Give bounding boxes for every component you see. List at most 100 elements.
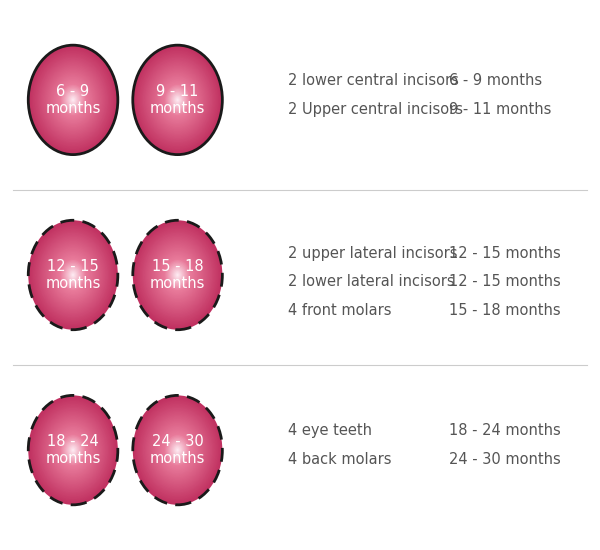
- Ellipse shape: [148, 238, 208, 312]
- Ellipse shape: [133, 221, 223, 329]
- Ellipse shape: [149, 416, 206, 485]
- Ellipse shape: [63, 438, 83, 463]
- Ellipse shape: [164, 434, 191, 466]
- Ellipse shape: [41, 410, 106, 490]
- Ellipse shape: [61, 260, 85, 290]
- Ellipse shape: [161, 79, 194, 120]
- Ellipse shape: [164, 84, 191, 116]
- Ellipse shape: [154, 421, 201, 479]
- Ellipse shape: [153, 420, 202, 480]
- Ellipse shape: [164, 258, 191, 292]
- Ellipse shape: [162, 431, 193, 469]
- Ellipse shape: [63, 263, 83, 287]
- Ellipse shape: [61, 85, 85, 115]
- Ellipse shape: [31, 223, 116, 327]
- Ellipse shape: [176, 274, 179, 276]
- Ellipse shape: [50, 423, 95, 477]
- Ellipse shape: [175, 97, 180, 103]
- Ellipse shape: [154, 71, 201, 129]
- Ellipse shape: [175, 272, 180, 278]
- Ellipse shape: [67, 92, 80, 108]
- Ellipse shape: [142, 56, 214, 144]
- Ellipse shape: [29, 47, 117, 153]
- Ellipse shape: [139, 404, 215, 497]
- Ellipse shape: [146, 62, 209, 138]
- Ellipse shape: [149, 241, 206, 309]
- Ellipse shape: [157, 250, 198, 300]
- Ellipse shape: [137, 226, 218, 324]
- Ellipse shape: [29, 397, 117, 503]
- Ellipse shape: [158, 427, 197, 474]
- Ellipse shape: [38, 58, 108, 142]
- Text: 2 lower lateral incisors: 2 lower lateral incisors: [288, 274, 455, 289]
- Ellipse shape: [62, 437, 84, 464]
- Ellipse shape: [65, 441, 81, 460]
- Ellipse shape: [163, 257, 192, 293]
- Text: 15 - 18 months: 15 - 18 months: [449, 302, 561, 317]
- Ellipse shape: [50, 421, 97, 479]
- Ellipse shape: [53, 426, 93, 475]
- Ellipse shape: [151, 417, 205, 483]
- Ellipse shape: [32, 224, 115, 326]
- Ellipse shape: [166, 261, 189, 289]
- Ellipse shape: [62, 261, 84, 289]
- Ellipse shape: [155, 73, 200, 127]
- Ellipse shape: [161, 255, 194, 295]
- Ellipse shape: [36, 55, 110, 145]
- Ellipse shape: [162, 256, 193, 294]
- Ellipse shape: [71, 97, 75, 103]
- Ellipse shape: [139, 53, 215, 146]
- Ellipse shape: [140, 230, 215, 320]
- Ellipse shape: [65, 266, 81, 284]
- Ellipse shape: [173, 270, 182, 280]
- Ellipse shape: [165, 435, 190, 465]
- Ellipse shape: [34, 52, 112, 148]
- Ellipse shape: [44, 239, 102, 311]
- Ellipse shape: [46, 67, 100, 133]
- Ellipse shape: [152, 419, 203, 482]
- Ellipse shape: [33, 226, 113, 324]
- Ellipse shape: [139, 228, 215, 322]
- Ellipse shape: [32, 50, 115, 151]
- Ellipse shape: [158, 252, 197, 298]
- Ellipse shape: [38, 233, 108, 317]
- Ellipse shape: [137, 401, 218, 499]
- Ellipse shape: [46, 242, 100, 308]
- Ellipse shape: [67, 443, 79, 457]
- Text: 12 - 15 months: 12 - 15 months: [449, 274, 561, 289]
- Ellipse shape: [140, 55, 215, 145]
- Ellipse shape: [58, 431, 89, 469]
- Ellipse shape: [70, 271, 76, 279]
- Ellipse shape: [59, 258, 86, 292]
- Ellipse shape: [175, 447, 180, 453]
- Ellipse shape: [137, 51, 218, 149]
- Ellipse shape: [174, 271, 181, 279]
- Ellipse shape: [42, 236, 104, 314]
- Ellipse shape: [43, 238, 103, 312]
- Ellipse shape: [58, 82, 88, 118]
- Ellipse shape: [40, 59, 107, 141]
- Ellipse shape: [173, 444, 182, 455]
- Ellipse shape: [134, 397, 221, 503]
- Ellipse shape: [148, 415, 206, 486]
- Ellipse shape: [166, 86, 189, 113]
- Ellipse shape: [149, 65, 206, 134]
- Ellipse shape: [160, 428, 196, 472]
- Ellipse shape: [144, 409, 211, 491]
- Ellipse shape: [54, 252, 92, 298]
- Ellipse shape: [157, 426, 198, 475]
- Ellipse shape: [140, 405, 215, 495]
- Ellipse shape: [135, 398, 220, 502]
- Ellipse shape: [139, 227, 217, 323]
- Ellipse shape: [53, 75, 93, 124]
- Ellipse shape: [59, 434, 86, 466]
- Ellipse shape: [28, 395, 118, 505]
- Ellipse shape: [153, 70, 202, 130]
- Ellipse shape: [161, 430, 194, 471]
- Ellipse shape: [170, 90, 185, 109]
- Text: 6 - 9
months: 6 - 9 months: [46, 84, 101, 116]
- Text: 24 - 30
months: 24 - 30 months: [150, 434, 205, 466]
- Ellipse shape: [35, 404, 111, 497]
- Ellipse shape: [65, 90, 81, 109]
- Ellipse shape: [43, 63, 103, 137]
